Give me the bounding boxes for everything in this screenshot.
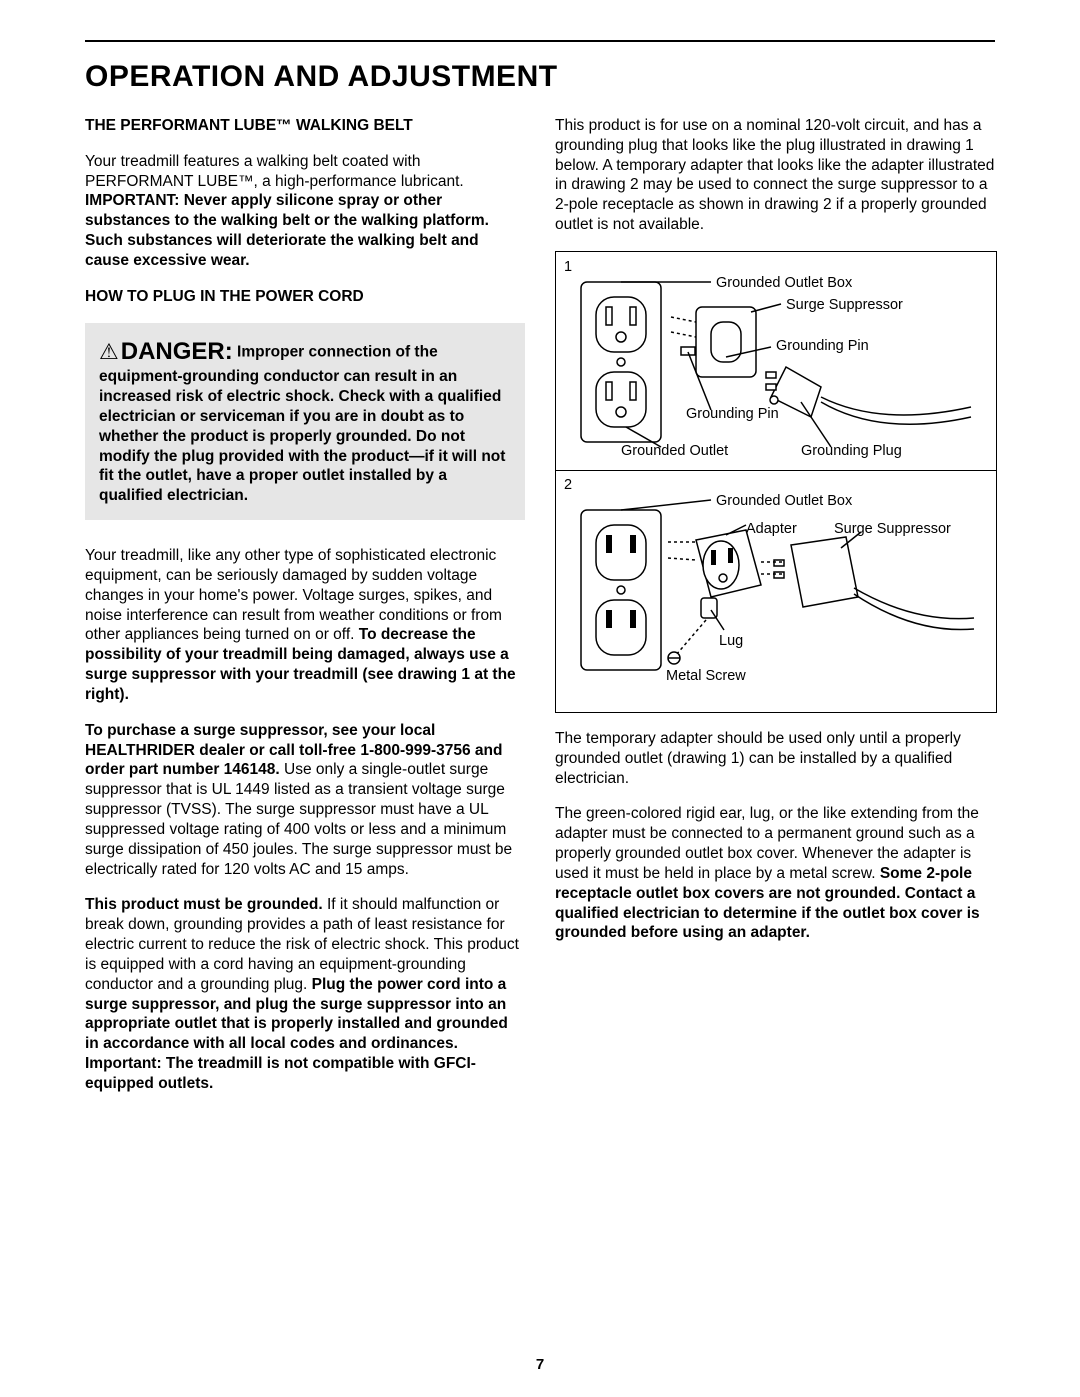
label-grounded-outlet-box-2: Grounded Outlet Box: [716, 492, 852, 511]
right-column: This product is for use on a nominal 120…: [555, 116, 995, 1110]
para-surge-intro: Your treadmill, like any other type of s…: [85, 546, 525, 705]
label-adapter: Adapter: [746, 520, 797, 539]
text-bold: This product must be grounded.: [85, 896, 323, 913]
para-temp-adapter: The temporary adapter should be used onl…: [555, 729, 995, 788]
label-grounded-outlet-box-1: Grounded Outlet Box: [716, 274, 852, 293]
columns: THE PERFORMANT LUBE™ WALKING BELT Your t…: [85, 116, 995, 1110]
warning-icon: ⚠: [99, 339, 119, 364]
danger-body: Improper connection of the equipment-gro…: [99, 343, 505, 504]
para-walking-belt: Your treadmill features a walking belt c…: [85, 152, 525, 271]
left-column: THE PERFORMANT LUBE™ WALKING BELT Your t…: [85, 116, 525, 1110]
text: Use only a single-outlet surge suppresso…: [85, 761, 512, 877]
label-surge-suppressor-1: Surge Suppressor: [786, 296, 903, 315]
label-grounding-plug: Grounding Plug: [801, 442, 902, 461]
label-metal-screw: Metal Screw: [666, 667, 746, 686]
text-bold: IMPORTANT: Never apply silicone spray or…: [85, 192, 489, 268]
label-surge-suppressor-2: Surge Suppressor: [834, 520, 951, 539]
figure-box: 1 2: [555, 251, 997, 713]
danger-box: ⚠DANGER: Improper connection of the equi…: [85, 323, 525, 521]
label-lug: Lug: [719, 632, 743, 651]
label-grounding-pin-2: Grounding Pin: [686, 405, 779, 424]
label-grounding-pin-1: Grounding Pin: [776, 337, 869, 356]
danger-title: DANGER:: [121, 338, 233, 365]
para-green-lug: The green-colored rigid ear, lug, or the…: [555, 804, 995, 943]
top-rule: [85, 40, 995, 42]
text-bold: Plug the power cord into a surge suppres…: [85, 976, 508, 1092]
label-grounded-outlet: Grounded Outlet: [621, 442, 728, 461]
text: Your treadmill features a walking belt c…: [85, 153, 464, 190]
para-purchase-surge: To purchase a surge suppressor, see your…: [85, 721, 525, 880]
para-120v: This product is for use on a nominal 120…: [555, 116, 995, 235]
subhead-walking-belt: THE PERFORMANT LUBE™ WALKING BELT: [85, 116, 525, 136]
page: OPERATION AND ADJUSTMENT THE PERFORMANT …: [0, 0, 1080, 1397]
subhead-power-cord: HOW TO PLUG IN THE POWER CORD: [85, 287, 525, 307]
para-must-ground: This product must be grounded. If it sho…: [85, 895, 525, 1093]
page-number: 7: [0, 1356, 1080, 1373]
page-title: OPERATION AND ADJUSTMENT: [85, 60, 995, 94]
